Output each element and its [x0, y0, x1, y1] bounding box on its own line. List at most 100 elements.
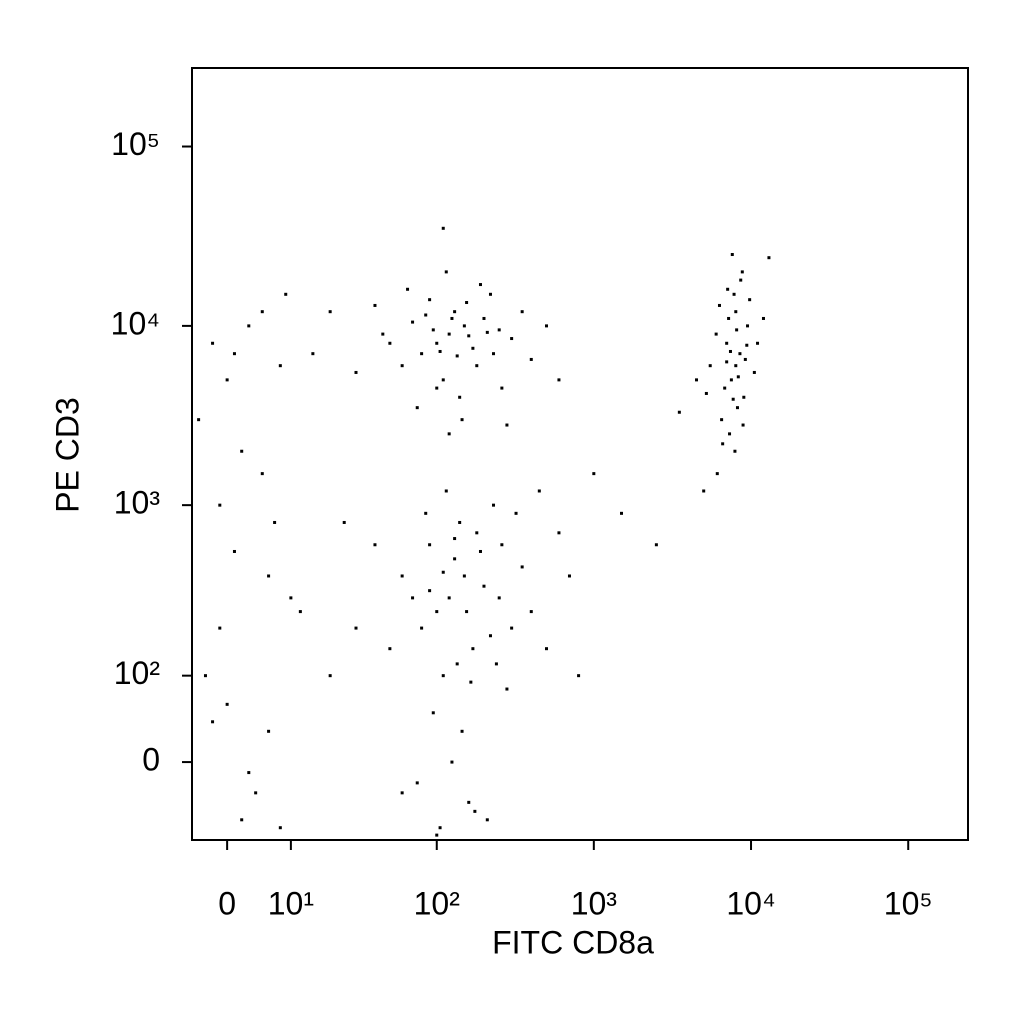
data-point — [453, 557, 457, 561]
x-tick-label: 10⁴ — [726, 885, 775, 921]
data-point — [424, 313, 428, 317]
data-point — [328, 310, 332, 314]
data-point — [424, 511, 428, 515]
data-point — [485, 330, 489, 334]
data-point — [400, 574, 404, 578]
data-point — [420, 352, 424, 356]
data-point — [435, 833, 439, 837]
data-point — [752, 370, 756, 374]
data-point — [441, 226, 445, 230]
data-point — [431, 328, 435, 332]
data-point — [469, 680, 473, 684]
x-tick-label: 10² — [414, 885, 461, 921]
data-point — [267, 574, 271, 578]
data-point — [203, 674, 207, 678]
data-point — [557, 378, 561, 382]
data-point — [354, 370, 358, 374]
data-point — [447, 432, 451, 436]
data-point — [500, 386, 504, 390]
data-point — [450, 760, 454, 764]
data-point — [247, 324, 251, 328]
data-point — [467, 334, 471, 338]
x-tick-label: 10⁵ — [884, 885, 933, 921]
data-point — [728, 349, 732, 353]
data-point — [438, 826, 442, 830]
data-point — [510, 626, 514, 630]
data-point — [743, 357, 747, 361]
data-point — [695, 378, 699, 382]
data-point — [497, 596, 501, 600]
data-point — [520, 310, 524, 314]
data-point — [739, 278, 743, 282]
data-point — [460, 418, 464, 422]
data-point — [708, 364, 712, 368]
data-point — [702, 489, 706, 493]
data-point — [500, 543, 504, 547]
data-point — [441, 674, 445, 678]
data-point — [557, 531, 561, 535]
data-point — [478, 549, 482, 553]
data-point — [373, 543, 377, 547]
data-point — [462, 574, 466, 578]
data-point — [725, 341, 729, 345]
data-point — [735, 406, 739, 410]
data-point — [748, 298, 752, 302]
data-point — [428, 298, 432, 302]
data-point — [278, 364, 282, 368]
data-point — [485, 818, 489, 822]
data-point — [545, 647, 549, 651]
x-tick-label: 10¹ — [268, 885, 314, 921]
data-point — [745, 343, 749, 347]
data-point — [460, 729, 464, 733]
x-axis-title: FITC CD8a — [492, 924, 654, 960]
data-point — [458, 520, 462, 524]
data-point — [520, 565, 524, 569]
data-point — [444, 270, 448, 274]
data-point — [471, 346, 475, 350]
data-point — [373, 303, 377, 307]
data-point — [447, 332, 451, 336]
data-point — [482, 584, 486, 588]
data-point — [731, 397, 735, 401]
data-point — [278, 826, 282, 830]
data-point — [537, 489, 541, 493]
data-point — [567, 574, 571, 578]
data-point — [218, 626, 222, 630]
y-tick-label: 10⁴ — [111, 305, 160, 341]
data-point — [738, 352, 742, 356]
data-point — [478, 283, 482, 287]
x-tick-label: 0 — [218, 885, 236, 921]
data-point — [411, 596, 415, 600]
data-point — [218, 503, 222, 507]
data-point — [273, 520, 277, 524]
x-tick-label: 10³ — [571, 885, 618, 921]
data-point — [289, 596, 293, 600]
data-point — [232, 352, 236, 356]
data-point — [225, 702, 229, 706]
data-point — [328, 674, 332, 678]
data-point — [420, 626, 424, 630]
data-point — [728, 432, 732, 436]
data-point — [475, 364, 479, 368]
data-point — [717, 303, 721, 307]
data-point — [473, 809, 477, 813]
data-point — [730, 253, 734, 257]
data-point — [388, 647, 392, 651]
data-point — [197, 418, 201, 422]
data-point — [311, 352, 315, 356]
y-axis-title: PE CD3 — [49, 397, 85, 513]
data-point — [211, 720, 215, 724]
data-point — [620, 511, 624, 515]
data-point — [720, 418, 724, 422]
data-point — [428, 543, 432, 547]
data-point — [732, 292, 736, 296]
data-point — [734, 364, 738, 368]
data-point — [415, 406, 419, 410]
data-point — [740, 270, 744, 274]
data-point — [415, 781, 419, 785]
data-point — [458, 395, 462, 399]
data-point — [733, 449, 737, 453]
data-point — [455, 354, 459, 358]
data-point — [298, 610, 302, 614]
